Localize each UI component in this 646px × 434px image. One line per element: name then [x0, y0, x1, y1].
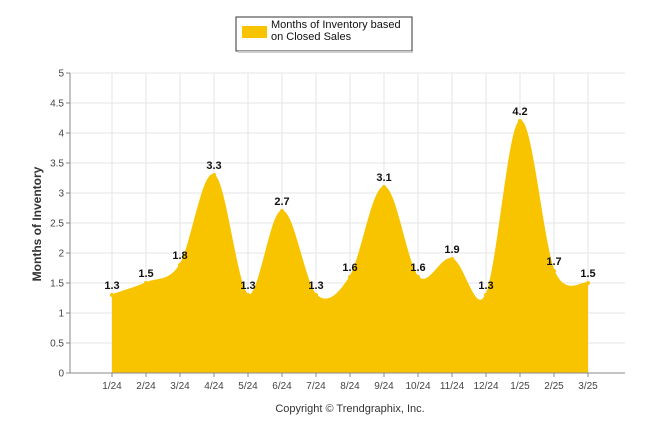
y-tick-label: 2: [58, 249, 64, 260]
data-label: 3.1: [376, 172, 391, 184]
data-point[interactable]: [178, 263, 182, 267]
x-tick-label: 10/24: [405, 381, 430, 392]
data-point[interactable]: [110, 293, 114, 297]
data-label: 1.3: [478, 280, 493, 292]
data-point[interactable]: [212, 173, 216, 177]
y-tick-label: 0: [58, 369, 64, 380]
y-tick-label: 4: [58, 129, 64, 140]
x-tick-label: 2/25: [544, 381, 564, 392]
x-tick-label: 9/24: [374, 381, 394, 392]
data-point[interactable]: [416, 275, 420, 279]
data-label: 1.6: [410, 262, 425, 274]
x-tick-label: 3/24: [170, 381, 190, 392]
y-axis-title: Months of Inventory: [30, 166, 44, 281]
data-label: 1.7: [546, 256, 561, 268]
data-label: 1.9: [444, 244, 459, 256]
data-labels: 1.3 1.5 1.8 3.3 1.3 2.7 1.3 1.6 3.1 1.6 1.9 1.3 4.2 1…: [104, 106, 596, 297]
axes: 0 0.5 1 1.5 2 2.5 3 3.5 4 4.5 5 1/24 2/24 3/24 4/24 5/2…: [50, 69, 625, 392]
data-point[interactable]: [518, 119, 522, 123]
x-tick-label: 1/24: [102, 381, 122, 392]
data-label: 2.7: [274, 196, 289, 208]
data-point[interactable]: [314, 293, 318, 297]
legend-label-line2: on Closed Sales: [271, 31, 352, 43]
data-label: 1.3: [104, 280, 119, 292]
y-tick-label: 3.5: [50, 159, 64, 170]
data-label: 4.2: [512, 106, 527, 118]
data-label: 1.3: [240, 280, 255, 292]
data-label: 1.5: [138, 268, 153, 280]
x-tick-label: 7/24: [306, 381, 326, 392]
data-label: 1.6: [342, 262, 357, 274]
data-label: 1.3: [308, 280, 323, 292]
data-point[interactable]: [348, 275, 352, 279]
copyright-text: Copyright © Trendgraphix, Inc.: [275, 403, 424, 415]
area-line: [111, 120, 589, 302]
data-point[interactable]: [552, 269, 556, 273]
legend[interactable]: Months of Inventory based on Closed Sale…: [235, 16, 413, 53]
y-tick-label: 1.5: [50, 279, 64, 290]
data-label: 1.5: [580, 268, 595, 280]
y-tick-label: 5: [58, 69, 64, 80]
x-tick-label: 5/24: [238, 381, 258, 392]
data-point[interactable]: [586, 281, 590, 285]
x-tick-label: 12/24: [473, 381, 498, 392]
area-series: [111, 120, 589, 373]
data-point[interactable]: [450, 257, 454, 261]
y-tick-label: 1: [58, 309, 64, 320]
x-tick-label: 3/25: [578, 381, 598, 392]
y-tick-label: 0.5: [50, 339, 64, 350]
data-point[interactable]: [144, 281, 148, 285]
data-label: 3.3: [206, 160, 221, 172]
x-tick-label: 4/24: [204, 381, 224, 392]
y-tick-label: 4.5: [50, 99, 64, 110]
data-point[interactable]: [484, 293, 488, 297]
y-tick-label: 2.5: [50, 219, 64, 230]
data-point[interactable]: [246, 293, 250, 297]
x-tick-label: 11/24: [440, 381, 465, 392]
data-label: 1.8: [172, 250, 187, 262]
legend-label-line1: Months of Inventory based: [271, 19, 401, 31]
x-tick-label: 1/25: [510, 381, 530, 392]
x-tick-label: 6/24: [272, 381, 292, 392]
legend-swatch: [242, 26, 267, 38]
y-tick-label: 3: [58, 189, 64, 200]
area-fill: [112, 120, 588, 373]
data-point[interactable]: [280, 209, 284, 213]
x-tick-label: 2/24: [136, 381, 156, 392]
data-point[interactable]: [382, 185, 386, 189]
x-tick-label: 8/24: [340, 381, 360, 392]
